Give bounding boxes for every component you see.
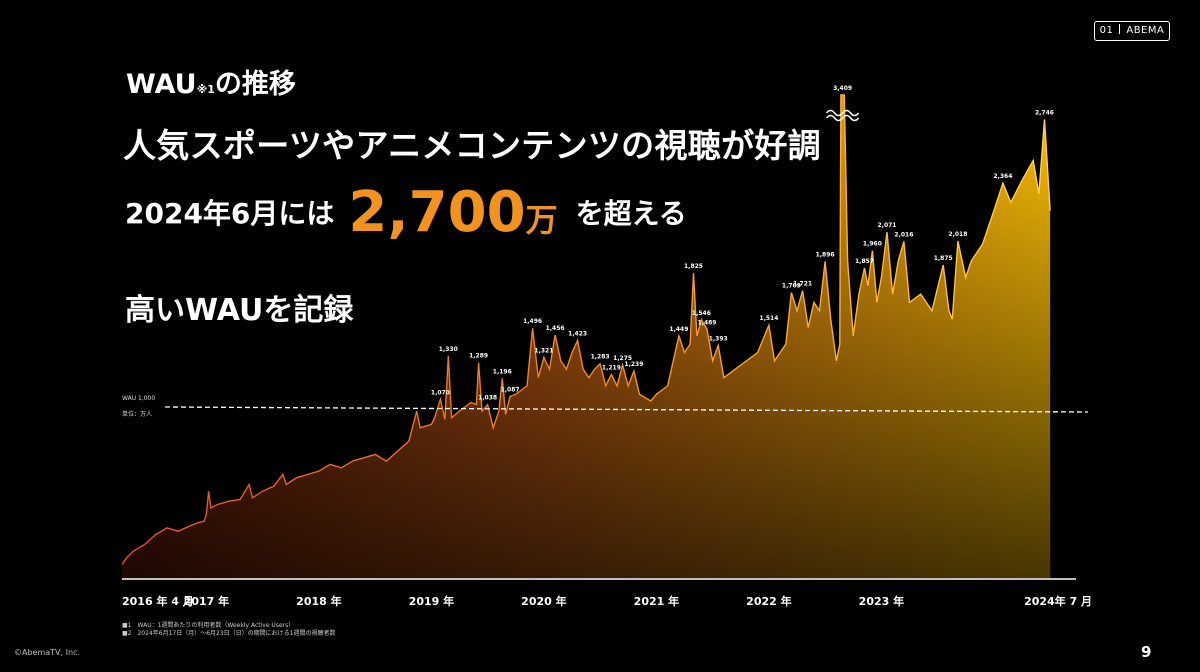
data-label: 1,219 <box>602 364 621 371</box>
data-label: 2,016 <box>894 231 913 238</box>
headline: 人気スポーツやアニメコンテンツの視聴が好調 <box>123 126 821 165</box>
x-tick-label: 2021 年 <box>634 594 679 608</box>
data-label: 1,393 <box>709 335 728 342</box>
highlight-suffix: を超える <box>575 197 687 230</box>
highlight-prefix: 2024年6月には <box>125 197 335 230</box>
data-label: 1,825 <box>684 263 703 270</box>
data-label: 1,330 <box>439 346 458 353</box>
axis-break-icon <box>825 109 860 117</box>
wau-footnote-mark: ※1 <box>196 83 215 96</box>
x-tick-label: 2016 年 4 月 <box>122 594 194 608</box>
data-label: 2,018 <box>948 231 967 238</box>
wau-suffix: の推移 <box>214 69 296 100</box>
data-label: 1,456 <box>546 325 565 332</box>
data-label: 1,087 <box>501 387 520 394</box>
x-tick-label: 2017 年 <box>184 594 229 608</box>
x-tick-label: 2019 年 <box>409 594 454 608</box>
axis-break-icon <box>825 114 860 122</box>
footnote-2: ■2 2024年6月17日（月）～6月23日（日）の期間における1週間の視聴者数 <box>122 630 336 637</box>
section-badge: 01 ABEMA <box>1094 21 1170 41</box>
data-label: 2,364 <box>993 173 1012 180</box>
data-label: 1,875 <box>934 255 953 262</box>
wau-area-shade <box>122 95 1051 578</box>
unit-label: 単位：万人 <box>122 410 152 418</box>
data-label: 1,496 <box>523 318 542 325</box>
highlight-unit: 万 <box>525 201 558 239</box>
data-label: 1,289 <box>469 353 488 360</box>
baseline-1000-line <box>164 406 1089 413</box>
data-label: 1,514 <box>759 315 778 322</box>
data-label: 2,746 <box>1035 109 1054 116</box>
copyright: ©AbemaTV, Inc. <box>14 648 80 657</box>
page-number: 9 <box>1141 643 1152 661</box>
x-tick-label: 2023 年 <box>859 594 904 608</box>
data-label: 1,721 <box>793 281 812 288</box>
data-label: 1,070 <box>431 389 450 396</box>
data-label: 2,071 <box>878 222 897 229</box>
wau-title: WAU※1の推移 <box>126 62 296 101</box>
wau-label: WAU <box>126 69 197 100</box>
x-tick-label: 2024年 7 月 <box>1024 594 1092 608</box>
data-label: 1,489 <box>698 319 717 326</box>
brand-label: ABEMA <box>1126 25 1165 36</box>
data-label: 3,409 <box>833 85 852 92</box>
highlight-line: 2024年6月には 2,700万 を超える <box>125 180 687 245</box>
data-label: 1,709 <box>782 283 801 290</box>
x-tick-label: 2020 年 <box>521 594 566 608</box>
data-label: 1,283 <box>591 354 610 361</box>
record-heading: 高いWAUを記録 <box>125 293 354 328</box>
wau-line <box>121 94 1051 565</box>
data-label: 1,239 <box>624 361 643 368</box>
baseline-label: WAU 1,000 <box>122 395 155 402</box>
badge-divider <box>1119 24 1121 34</box>
section-number: 01 <box>1099 25 1114 36</box>
x-tick-label: 2018 年 <box>296 594 341 608</box>
data-label: 1,546 <box>692 310 711 317</box>
data-label: 1,960 <box>863 241 882 248</box>
data-label: 1,038 <box>478 395 497 402</box>
data-label: 1,857 <box>855 258 874 265</box>
data-label: 1,275 <box>613 355 632 362</box>
data-label: 1,896 <box>816 251 835 258</box>
data-label: 1,423 <box>568 330 587 337</box>
data-label: 1,196 <box>493 368 512 375</box>
data-label: 1,321 <box>534 347 553 354</box>
footnote-1: ■1 WAU：1週間あたりの利用者数（Weekly Active Users） <box>122 622 295 629</box>
highlight-number: 2,700 <box>348 180 526 245</box>
x-tick-label: 2022 年 <box>746 594 791 608</box>
data-label: 1,449 <box>669 326 688 333</box>
